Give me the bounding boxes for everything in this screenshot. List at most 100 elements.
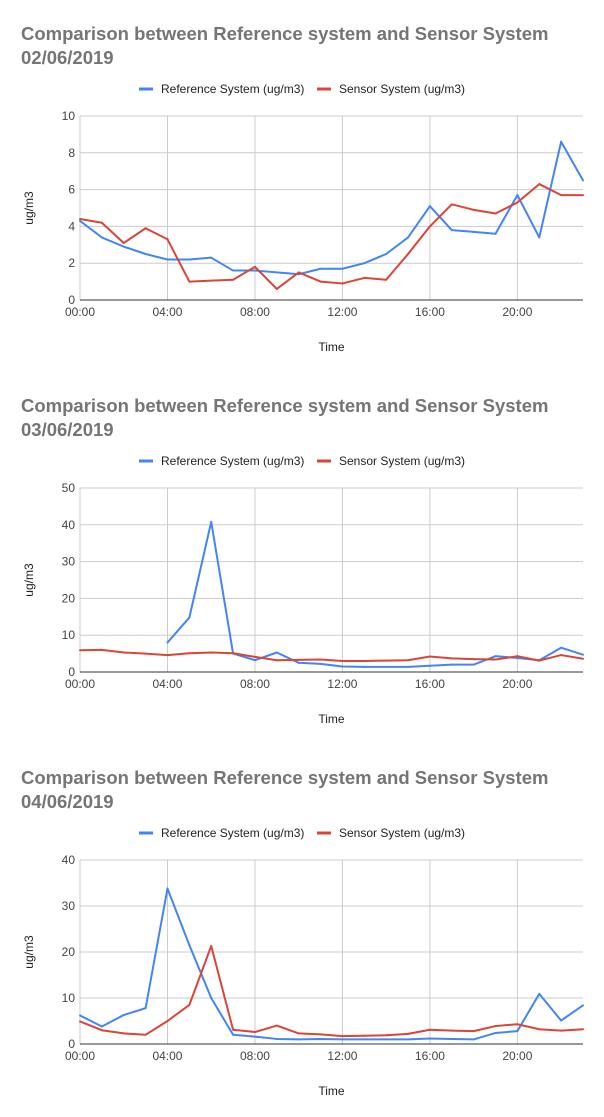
sensor-data-point [538,183,541,186]
sensor-data-point [79,1020,81,1023]
sensor-data-point [428,655,431,658]
y-tick-label: 20 [62,945,76,959]
reference-data-point [407,236,410,239]
x-tick-label: 04:00 [152,1049,182,1063]
reference-data-point [472,230,475,233]
chart-title: 02/06/2019 [21,47,114,68]
sensor-data-point [253,655,256,658]
sensor-series-line [79,183,583,290]
sensor-data-point [122,1032,125,1035]
sensor-data-point [494,212,497,215]
x-tick-label: 12:00 [327,305,357,319]
sensor-data-point [407,253,410,255]
reference-data-point [210,997,213,999]
sensor-data-point [341,282,344,285]
x-tick-label: 12:00 [327,677,357,691]
sensor-data-point [232,278,235,281]
sensor-data-point [79,649,81,652]
chart-svg: Comparison between Reference system and … [21,767,584,1098]
chart-title: Comparison between Reference system and … [21,23,548,44]
reference-data-point [166,258,169,261]
legend-label: Sensor System (ug/m3) [339,454,465,468]
sensor-data-point [363,659,366,662]
x-axis-label: Time [318,712,345,726]
reference-data-point [166,641,169,644]
sensor-data-point [472,658,475,661]
reference-data-point [560,140,563,143]
reference-data-point [516,657,519,660]
x-tick-label: 08:00 [240,305,270,319]
chart-title: Comparison between Reference system and … [21,767,548,788]
chart-panel-2: Comparison between Reference system and … [0,372,604,744]
reference-data-point [450,663,453,666]
reference-data-point [253,1035,256,1038]
sensor-data-point [275,659,278,662]
reference-data-point [297,1038,300,1041]
sensor-data-point [210,945,213,948]
x-tick-label: 04:00 [152,677,182,691]
reference-data-point [319,267,322,270]
sensor-data-point [144,227,147,230]
sensor-data-point [341,659,344,662]
y-tick-label: 10 [62,109,76,123]
legend-label: Sensor System (ug/m3) [339,82,465,96]
reference-data-point [188,616,191,619]
sensor-data-point [166,1020,169,1022]
y-tick-label: 10 [62,991,76,1005]
sensor-data-point [232,1028,235,1031]
sensor-data-point [188,280,191,283]
y-tick-label: 2 [68,256,75,270]
reference-data-point [275,271,278,274]
sensor-data-point [297,1032,300,1035]
sensor-data-point [144,1033,147,1036]
x-tick-label: 16:00 [415,1049,445,1063]
chart-panel-1: Comparison between Reference system and … [0,0,604,372]
y-tick-label: 8 [68,146,75,160]
sensor-data-point [407,659,410,662]
sensor-data-point [253,1031,256,1034]
reference-data-point [232,1033,235,1036]
sensor-data-point [253,265,256,268]
sensor-data-point [122,241,125,244]
sensor-data-point [582,657,584,660]
sensor-data-point [428,1028,431,1031]
reference-data-point [516,194,519,197]
reference-data-point [188,944,191,947]
reference-data-point [494,232,497,235]
x-tick-label: 04:00 [152,305,182,319]
y-tick-label: 6 [68,183,75,197]
sensor-data-point [275,1024,278,1027]
legend-label: Reference System (ug/m3) [161,454,304,468]
sensor-data-point [560,654,563,657]
reference-series-line [79,140,584,276]
sensor-data-point [538,1028,541,1031]
x-tick-label: 00:00 [65,677,95,691]
y-tick-label: 0 [68,1037,75,1051]
x-tick-label: 20:00 [502,677,532,691]
x-tick-label: 00:00 [65,1049,95,1063]
sensor-data-point [363,276,366,279]
reference-data-point [538,236,541,239]
reference-data-point [297,661,300,664]
sensor-data-point [297,271,300,274]
chart-title: 03/06/2019 [21,419,114,440]
reference-data-point [341,267,344,270]
sensor-data-point [385,659,388,662]
sensor-data-point [100,1029,103,1032]
chart-title: 04/06/2019 [21,791,114,812]
x-tick-label: 00:00 [65,305,95,319]
reference-data-point [166,887,169,890]
sensor-data-point [472,208,475,211]
y-tick-label: 50 [62,481,76,495]
x-tick-label: 20:00 [502,305,532,319]
sensor-data-point [494,658,497,661]
sensor-data-point [166,654,169,657]
reference-data-point [428,1037,431,1040]
sensor-data-point [428,225,431,228]
sensor-data-point [188,652,191,655]
reference-data-point [494,655,497,658]
reference-data-point [144,253,147,255]
sensor-data-point [188,1003,191,1006]
y-tick-label: 40 [62,518,76,532]
sensor-data-point [232,652,235,655]
